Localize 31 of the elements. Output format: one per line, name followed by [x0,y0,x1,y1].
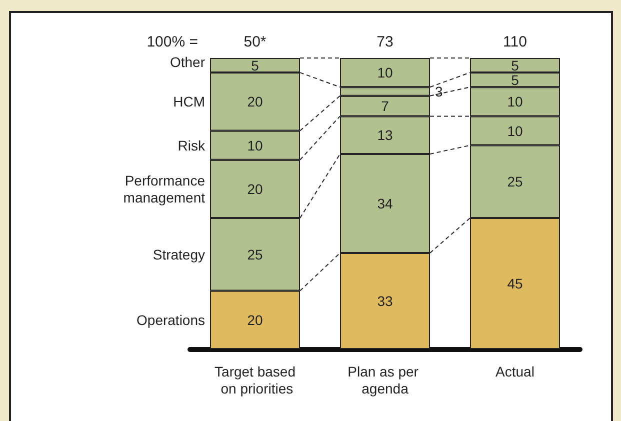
data-label: 34 [377,196,393,212]
annotation: 73 [376,34,394,50]
data-label: 10 [377,64,393,81]
data-label: 10 [507,122,523,139]
data-label: 5 [251,57,260,74]
x-tick-label: Target based on priorities [214,364,296,396]
data-label: 20 [247,94,263,110]
x-tick-label: Actual [496,364,534,380]
data-label: 5 [511,57,520,74]
data-label: 20 [247,312,263,328]
annotation: 50* [244,34,266,50]
data-label: 45 [507,276,523,292]
series-label: Performance management [119,172,206,206]
data-label: 20 [247,180,263,197]
x-tick-label: Plan as per agenda [348,364,422,396]
series-label: Strategy [152,246,205,262]
series-label: HCM [173,94,205,110]
data-label: 3 [435,83,443,100]
data-label: 13 [377,127,393,144]
data-label: 10 [507,94,523,110]
series-label: Risk [178,137,206,154]
annotation: 110 [503,34,527,50]
series-label: Operations [136,312,205,328]
text: 100% = [146,34,198,50]
data-label: 33 [377,292,393,309]
data-label: 5 [511,72,520,88]
data-label: 10 [247,137,263,154]
data-label: 25 [247,246,263,262]
data-label: 25 [507,174,523,190]
series-label: Other [170,54,206,70]
data-label: 7 [381,98,390,114]
